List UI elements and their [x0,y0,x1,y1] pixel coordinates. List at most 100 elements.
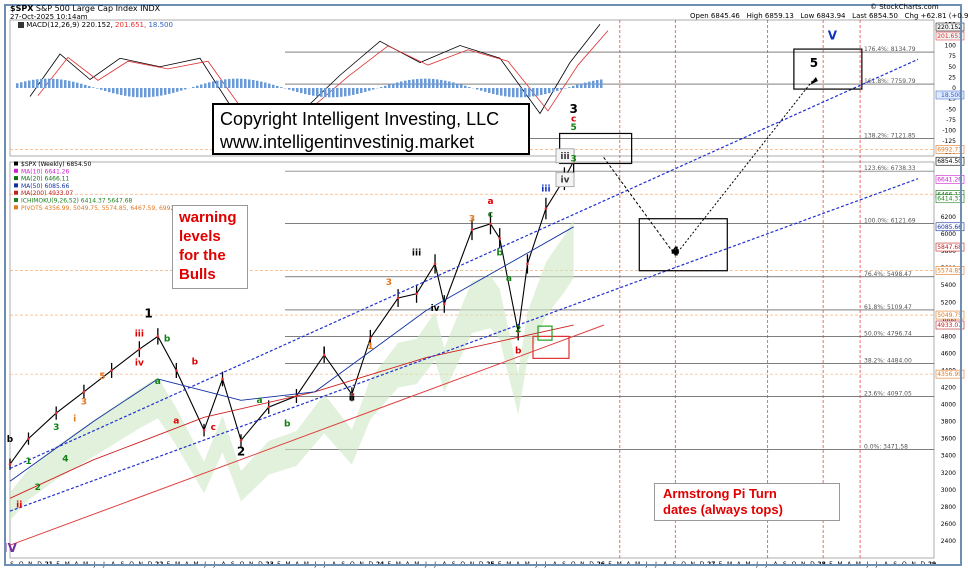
macd-histogram-bar [252,80,255,88]
x-tick-label: M [175,561,180,568]
x-tick-label: N [911,561,916,568]
wave-label: 2 [35,483,41,493]
x-tick-label: S [452,561,456,568]
wave-label: i [323,346,326,356]
macd-histogram-bar [544,88,547,95]
fib-level-label: 100.0%: 6121.69 [864,218,916,225]
wave-iii-box-label: iii [560,152,569,162]
x-tick-label: D [920,561,925,568]
wave-label: 3 [53,423,59,433]
macd-histogram-bar [424,78,427,88]
x-tick-label: F [719,561,723,568]
x-tick-label: M [65,561,70,568]
header-exchange: INDX [140,4,161,13]
wave-label: ii [16,501,22,511]
x-tick-label: N [470,561,475,568]
macd-histogram-bar [580,83,583,88]
wave-label: c [211,423,216,433]
x-tick-label: A [222,561,227,568]
price-marker [516,330,520,334]
macd-histogram-bar [208,82,211,88]
price-flag-label: 6992.71 [937,146,962,153]
x-tick-label: A [406,561,411,568]
price-marker [489,222,492,226]
macd-histogram-bar [80,83,83,88]
wave-label: 3 [81,398,87,408]
x-tick-label: 28 [817,561,825,568]
macd-histogram-bar [396,82,399,88]
price-marker [82,390,86,394]
macd-histogram-bar [168,88,171,94]
price-flag-box [935,242,965,252]
macd-histogram-bar [436,79,439,88]
header-symbol-line: $SPX S&P 500 Large Cap Index INDX [10,4,160,13]
x-tick-label: M [193,561,198,568]
price-flag-box [935,194,965,204]
macd-label: MACD(12,26,9) [26,21,80,29]
wave-label: iii [412,248,421,258]
macd-histogram-bar [428,78,431,88]
wave-label: b [164,334,171,344]
macd-histogram-bar [104,88,107,91]
price-marker [433,262,437,266]
macd-axis-label: -50 [946,106,956,113]
legend-entry: MA(20) 6466.11 [21,176,69,183]
x-tick-label: A [774,561,779,568]
x-tick-label: D [258,561,263,568]
channel-upper [9,58,919,470]
x-tick-label: F [56,561,60,568]
price-axis-label: 4200 [941,385,956,392]
macd-histogram-bar [260,81,263,88]
macd-histogram-bar [256,80,259,88]
wave-label: a [487,197,493,207]
projection-arrowhead-up [809,76,818,85]
macd-histogram-bar [448,81,451,88]
macd-histogram-bar [120,88,123,96]
macd-histogram-bar [132,88,135,97]
x-tick-label: M [525,561,530,568]
macd-histogram-bar [488,88,491,93]
armstrong-line-2: dates (always tops) [663,502,783,517]
macd-histogram-bar [496,88,499,95]
legend-swatch [14,168,18,173]
price-flag-label: 5847.68 [937,244,962,251]
macd-histogram-bar [492,88,495,94]
warning-line-4: Bulls [179,266,216,283]
copyright-line-1: Copyright Intelligent Investing, LLC [220,109,500,129]
wave-iv-box-label: iv [561,176,570,186]
macd-axis-label: 50 [948,64,956,71]
price-flag-label: 4356.99 [937,371,962,378]
price-axis-label: 3000 [941,487,956,494]
x-tick-label: S [341,561,345,568]
macd-histogram-bar [468,86,471,88]
macd-histogram-bar [44,78,47,88]
price-marker [54,411,58,415]
price-axis-label: 5200 [941,299,956,306]
legend-entry: $SPX (Weekly) 6854.50 [21,161,92,168]
macd-histogram-bar [312,88,315,96]
price-marker [415,292,418,296]
wave-label: i [73,415,76,425]
wave-label: c [571,115,576,125]
ichimoku-cloud [10,219,574,521]
x-tick-label: A [442,561,447,568]
price-marker [350,393,354,396]
price-axis-label: 3800 [941,419,956,426]
macd-histogram-bar [524,88,527,98]
legend-swatch [14,183,18,188]
x-tick-label: J [765,561,768,568]
macd-histogram-bar [128,88,131,97]
macd-histogram-bar [96,88,99,89]
macd-histogram-bar [520,88,523,98]
macd-histogram-bar [52,78,55,88]
price-marker [202,428,206,432]
fib-level-label: 123.6%: 6738.33 [864,165,916,172]
macd-histogram-bar [504,88,507,97]
macd-histogram-bar [176,88,179,92]
x-tick-label: D [368,561,373,568]
x-tick-label: O [19,561,24,568]
x-tick-label: N [801,561,806,568]
macd-histogram-bar [532,88,535,97]
x-tick-label: J [323,561,326,568]
